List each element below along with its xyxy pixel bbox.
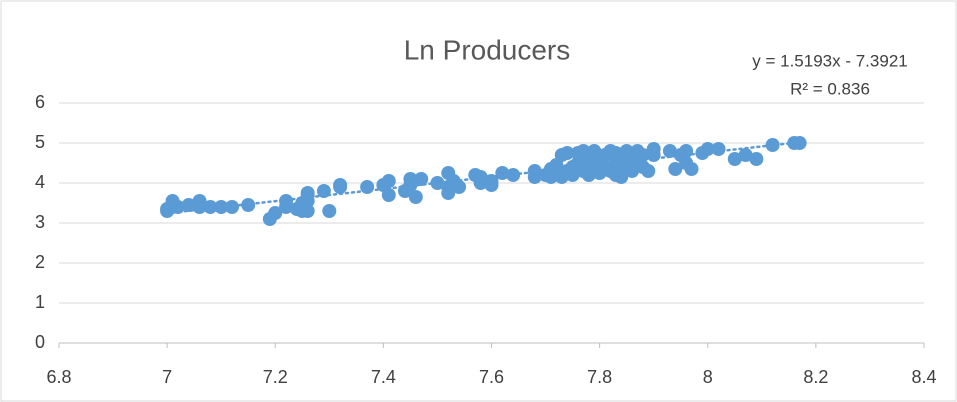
point: [181, 198, 196, 212]
point: [646, 142, 661, 156]
point: [452, 180, 467, 194]
point: [560, 146, 575, 160]
point: [408, 190, 423, 204]
point: [268, 206, 283, 220]
x-tick-label: 6.8: [46, 367, 71, 387]
point: [333, 178, 348, 192]
x-tick-label: 7.8: [587, 367, 612, 387]
trendline: [165, 140, 801, 215]
y-tick-label: 4: [35, 172, 45, 192]
point: [668, 162, 683, 176]
y-tick-label: 2: [35, 252, 45, 272]
point: [711, 142, 726, 156]
point: [381, 188, 396, 202]
x-tick-label: 7.2: [263, 367, 288, 387]
point: [684, 162, 699, 176]
x-tick-label: 8: [703, 367, 713, 387]
point: [170, 200, 185, 214]
trendline-r2: R² = 0.836: [790, 79, 870, 98]
y-tick-label: 0: [35, 332, 45, 352]
y-tick-label: 1: [35, 292, 45, 312]
point: [381, 174, 396, 188]
point: [495, 166, 510, 180]
point: [360, 180, 375, 194]
point: [727, 152, 742, 166]
chart-title: Ln Producers: [404, 34, 571, 65]
point: [414, 172, 429, 186]
x-tick-label: 7: [162, 367, 172, 387]
x-tick-label: 7.6: [479, 367, 504, 387]
x-tick-label: 8.4: [911, 367, 936, 387]
y-tick-label: 6: [35, 92, 45, 112]
point: [241, 198, 256, 212]
point: [441, 186, 456, 200]
trendline-equation: y = 1.5193x - 7.3921: [752, 51, 907, 70]
point: [587, 144, 602, 158]
point: [322, 204, 337, 218]
y-tick-label: 5: [35, 132, 45, 152]
point: [203, 200, 218, 214]
point: [765, 138, 780, 152]
point: [662, 144, 677, 158]
x-tick-label: 8.2: [803, 367, 828, 387]
point: [300, 204, 315, 218]
point: [749, 152, 764, 166]
point: [473, 170, 488, 184]
y-tick-label: 3: [35, 212, 45, 232]
point: [225, 200, 239, 214]
point: [527, 164, 542, 178]
x-tick-label: 7.4: [371, 367, 396, 387]
point: [403, 178, 418, 192]
point: [279, 200, 294, 214]
point: [738, 148, 753, 162]
point: [192, 194, 207, 208]
point: [641, 164, 656, 178]
